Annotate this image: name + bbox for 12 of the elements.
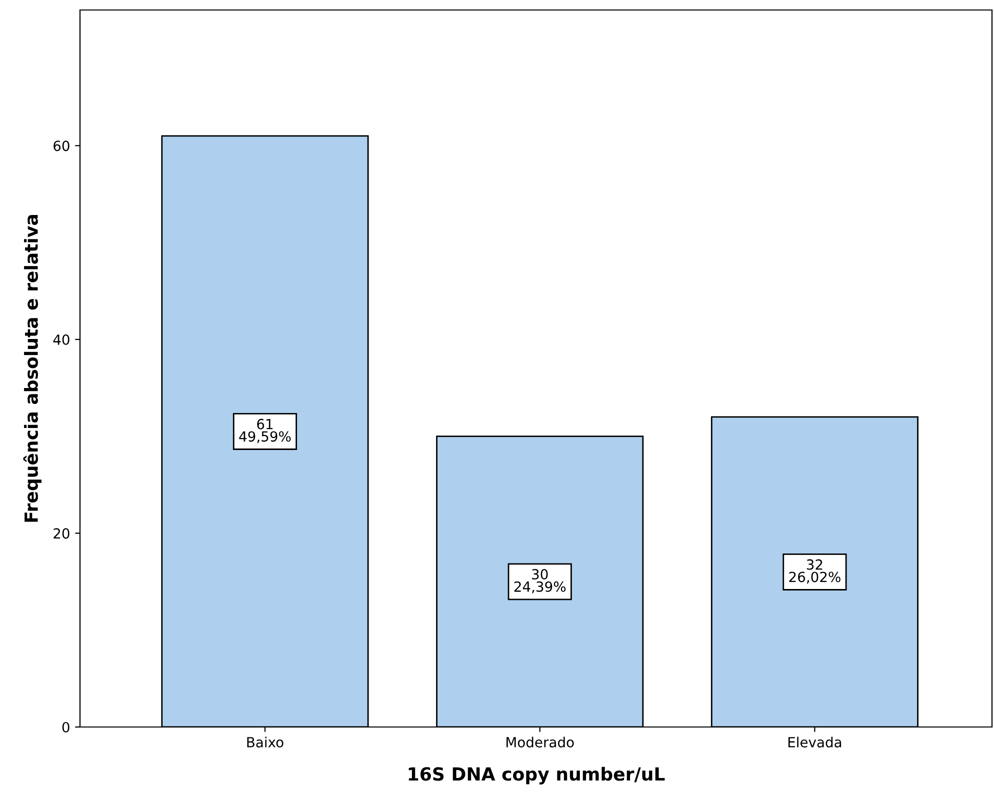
x-tick-label: Baixo (247, 736, 284, 748)
y-axis-title: Frequência absoluta e relativa (23, 215, 42, 522)
y-tick-label: 0 (62, 722, 70, 732)
data-label: 30 24,39% (514, 568, 566, 594)
x-tick-label: Moderado (506, 736, 574, 748)
y-tick-label: 20 (54, 528, 70, 539)
x-tick-label: Elevada (788, 736, 842, 748)
data-label: 61 49,59% (239, 418, 291, 444)
y-tick-label: 40 (53, 334, 70, 345)
data-label: 32 26,02% (789, 559, 840, 584)
y-tick-label: 60 (54, 140, 70, 152)
x-axis-title: 16S DNA copy number/uL (408, 766, 665, 784)
